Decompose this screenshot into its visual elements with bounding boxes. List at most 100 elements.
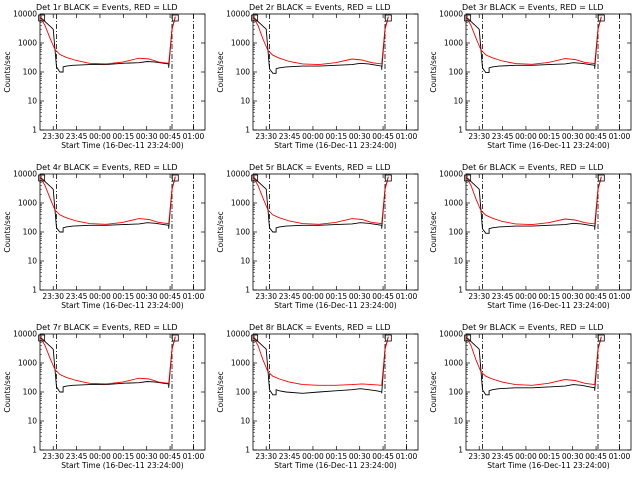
y-tick-label: 1 [245,446,250,455]
chart-panel: Det 6r BLACK = Events, RED = LLD 1 10 100 10… [429,163,632,310]
y-tick-label: 10 [27,257,37,266]
plot-frame [252,333,419,451]
panel-title: Det 3r BLACK = Events, RED = LLD [462,3,604,12]
x-tick-label: 00:45 [372,452,394,461]
y-tick-label: 1000 [18,199,37,208]
y-tick-label: 1000 [231,359,250,368]
x-tick-label: 23:45 [492,292,514,301]
chart-panel: Det 3r BLACK = Events, RED = LLD 1 10 100 10… [429,3,632,150]
x-tick-label: 23:45 [66,452,88,461]
y-axis-label: Counts/sec [216,371,225,412]
saa-marker-box [251,334,259,342]
y-tick-label: 10000 [439,10,463,19]
y-tick-label: 1 [32,286,37,295]
x-tick-label: 00:00 [515,292,537,301]
saa-marker-box [38,14,46,22]
x-tick-label: 01:00 [183,452,205,461]
y-tick-label: 100 [23,68,38,77]
x-axis-label: Start Time (16-Dec-11 23:24:00) [61,141,183,150]
panel-title: Det 2r BLACK = Events, RED = LLD [249,3,391,12]
x-tick-label: 00:45 [159,452,181,461]
y-tick-label: 1 [458,446,463,455]
events-series-line [39,336,176,393]
y-tick-label: 10 [27,417,37,426]
y-tick-label: 10 [453,257,463,266]
events-series-line [252,16,389,74]
y-tick-label: 1 [245,286,250,295]
lld-series-line [465,336,602,386]
x-tick-label: 00:45 [372,132,394,141]
x-tick-label: 00:15 [113,292,135,301]
x-tick-label: 00:30 [136,452,158,461]
x-tick-label: 01:00 [183,132,205,141]
x-tick-label: 01:00 [609,132,631,141]
panel-title: Det 9r BLACK = Events, RED = LLD [462,323,604,332]
saa-marker-box [38,334,46,342]
plot-frame [465,13,632,131]
x-tick-label: 23:45 [492,132,514,141]
x-tick-label: 23:30 [468,132,490,141]
y-tick-label: 1000 [231,199,250,208]
saa-marker-box [464,14,472,22]
lld-series-line [39,336,176,385]
x-tick-label: 00:15 [326,452,348,461]
x-tick-label: 00:30 [136,132,158,141]
x-tick-label: 00:00 [89,452,111,461]
x-axis-label: Start Time (16-Dec-11 23:24:00) [487,461,609,470]
x-tick-label: 00:30 [136,292,158,301]
plot-frame [465,173,632,291]
panel-title: Det 6r BLACK = Events, RED = LLD [462,163,604,172]
y-tick-label: 100 [236,228,251,237]
lld-series-line [465,16,602,65]
x-tick-label: 00:15 [539,132,561,141]
x-axis-label: Start Time (16-Dec-11 23:24:00) [274,301,396,310]
x-tick-label: 00:45 [585,452,607,461]
y-tick-label: 10000 [13,170,37,179]
y-tick-label: 10000 [13,330,37,339]
plot-frame [39,333,206,451]
plot-frame [252,13,419,131]
saa-marker-box [171,14,179,22]
events-series-line [252,176,389,233]
y-tick-label: 100 [23,228,38,237]
x-tick-label: 00:00 [302,452,324,461]
x-tick-label: 00:30 [349,452,371,461]
y-axis-label: Counts/sec [3,211,12,252]
x-tick-label: 00:15 [539,292,561,301]
plot-frame [39,13,206,131]
lld-series-line [252,176,389,225]
x-tick-label: 23:30 [255,452,277,461]
y-tick-label: 1000 [231,39,250,48]
lld-series-line [252,336,389,386]
x-tick-label: 00:15 [539,452,561,461]
x-tick-label: 23:30 [255,132,277,141]
saa-marker-box [171,174,179,182]
y-axis-label: Counts/sec [429,211,438,252]
saa-marker-box [597,174,605,182]
chart-panel: Det 5r BLACK = Events, RED = LLD 1 10 100 10… [216,163,419,310]
panel-title: Det 8r BLACK = Events, RED = LLD [249,323,391,332]
events-series-line [465,336,602,396]
y-tick-label: 10 [27,97,37,106]
x-tick-label: 00:30 [562,292,584,301]
saa-marker-box [171,334,179,342]
x-tick-label: 23:30 [42,292,64,301]
y-tick-label: 1000 [18,359,37,368]
chart-panel: Det 8r BLACK = Events, RED = LLD 1 10 100 10… [216,323,419,470]
y-axis-label: Counts/sec [3,51,12,92]
x-tick-label: 00:00 [89,292,111,301]
events-series-line [39,176,176,233]
y-tick-label: 100 [236,388,251,397]
x-tick-label: 01:00 [183,292,205,301]
plot-frame [252,173,419,291]
y-tick-label: 1000 [444,39,463,48]
x-tick-label: 00:45 [159,292,181,301]
saa-marker-box [251,174,259,182]
x-tick-label: 00:30 [349,292,371,301]
y-tick-label: 1 [458,126,463,135]
y-tick-label: 100 [449,68,464,77]
y-tick-label: 1000 [444,199,463,208]
x-tick-label: 00:00 [302,292,324,301]
x-axis-label: Start Time (16-Dec-11 23:24:00) [274,141,396,150]
